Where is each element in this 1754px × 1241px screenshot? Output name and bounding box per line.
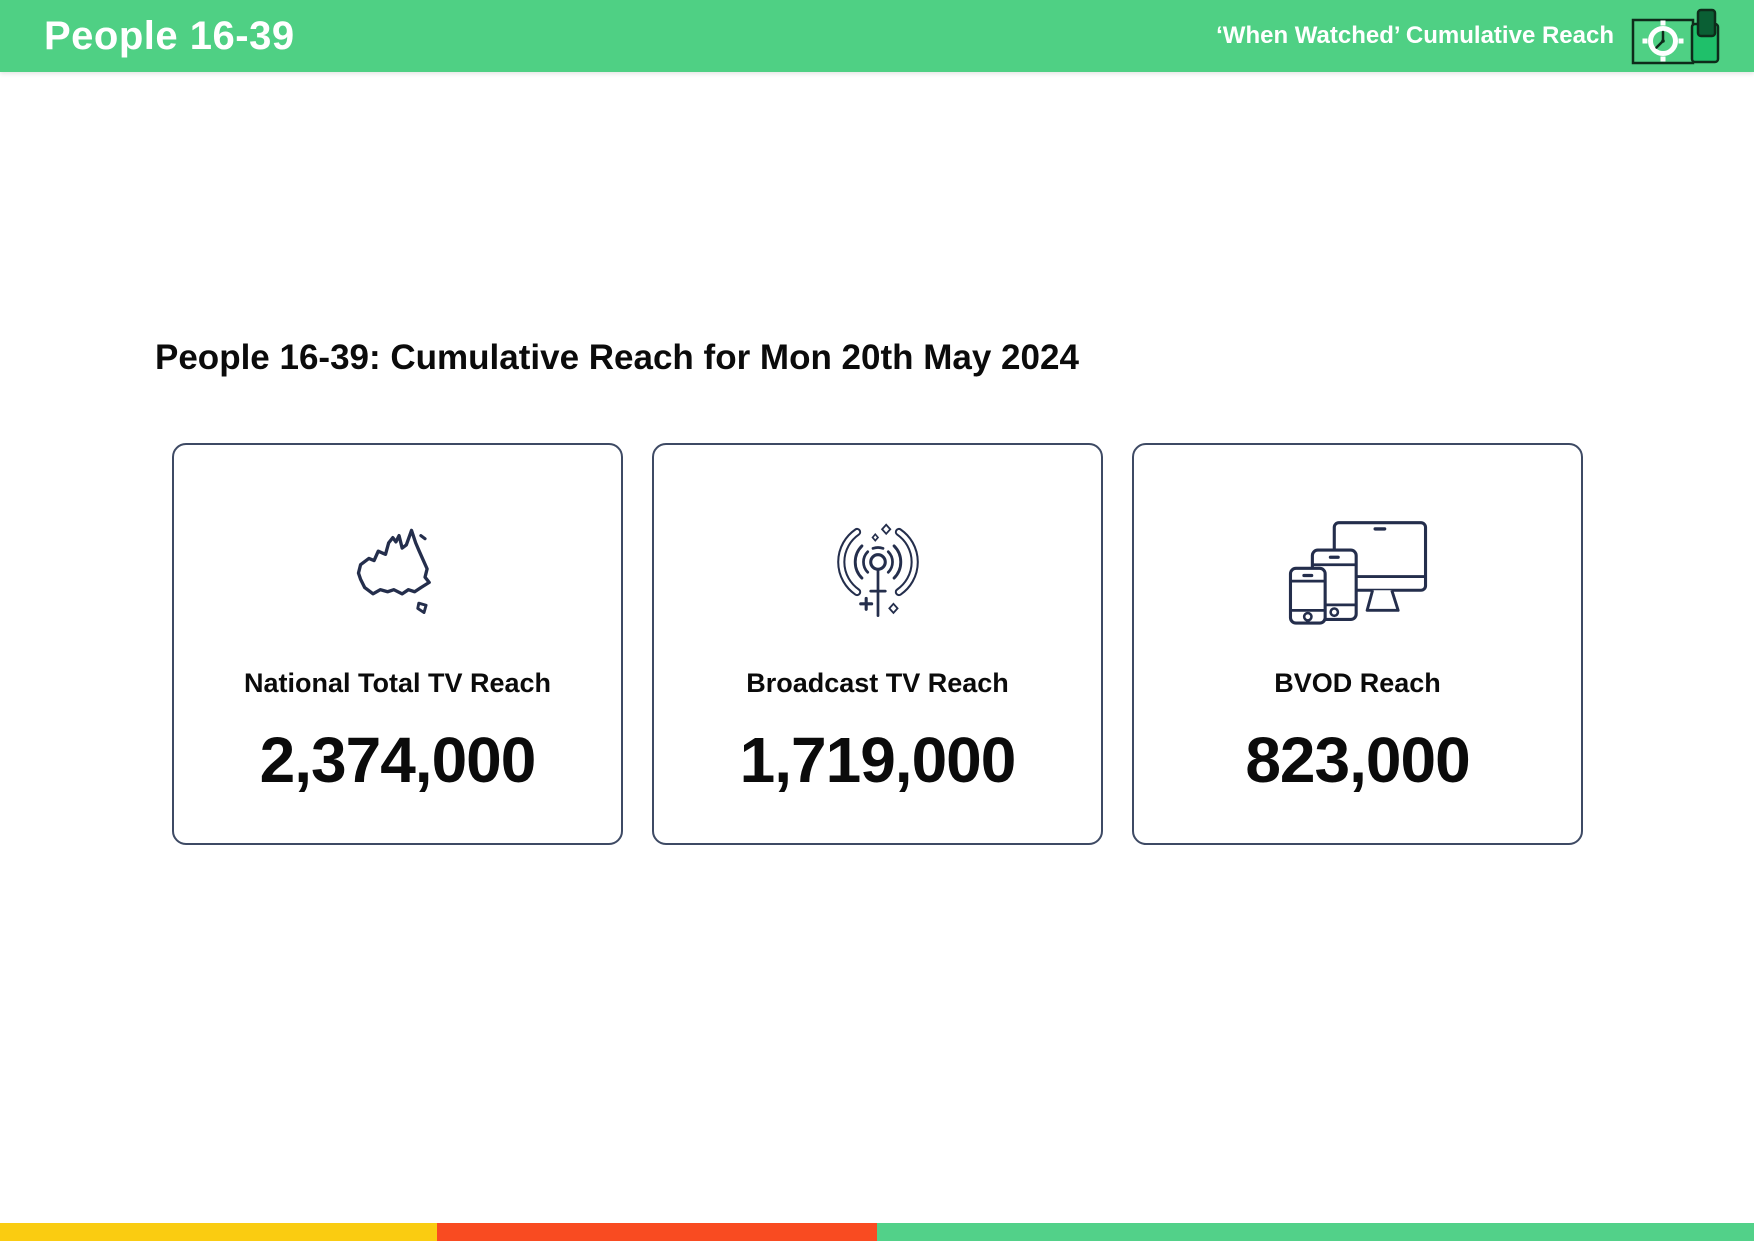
devices-icon [1288,521,1427,625]
kpi-label: BVOD Reach [1274,668,1441,698]
header-subtitle: ‘When Watched’ Cumulative Reach [1216,22,1614,49]
card-icon-wrap [1134,521,1581,625]
kpi-cards: National Total TV Reach 2,374,000 [172,443,1583,845]
bar-segment-green [876,1223,1754,1241]
australia-map-icon [356,528,431,615]
broadcast-antenna-icon [836,523,919,617]
phone-icon [1690,8,1720,64]
kpi-label: Broadcast TV Reach [746,668,1009,698]
kpi-card-broadcast-tv-reach: Broadcast TV Reach 1,719,000 [652,443,1103,845]
bar-segment-red [436,1223,877,1241]
kpi-value: 2,374,000 [259,724,537,796]
monitor-icon [1332,521,1427,612]
page-title: People 16-39 [44,13,295,58]
when-watched-logo [1631,8,1720,65]
card-icon-wrap [654,522,1101,622]
clock-icon [1631,18,1695,65]
card-icon-wrap [174,522,621,622]
header-right: ‘When Watched’ Cumulative Reach [1216,4,1734,68]
bottom-color-bar [0,1223,1754,1241]
kpi-label: National Total TV Reach [243,668,552,698]
kpi-card-national-total-tv-reach: National Total TV Reach 2,374,000 [172,443,623,845]
bar-segment-yellow [0,1223,437,1241]
section-heading: People 16-39: Cumulative Reach for Mon 2… [155,338,1079,377]
smartphone-icon [1288,566,1327,625]
kpi-value: 823,000 [1245,724,1470,796]
kpi-value: 1,719,000 [739,724,1017,796]
kpi-card-bvod-reach: BVOD Reach 823,000 [1132,443,1583,845]
header: People 16-39 ‘When Watched’ Cumulative R… [0,0,1754,72]
